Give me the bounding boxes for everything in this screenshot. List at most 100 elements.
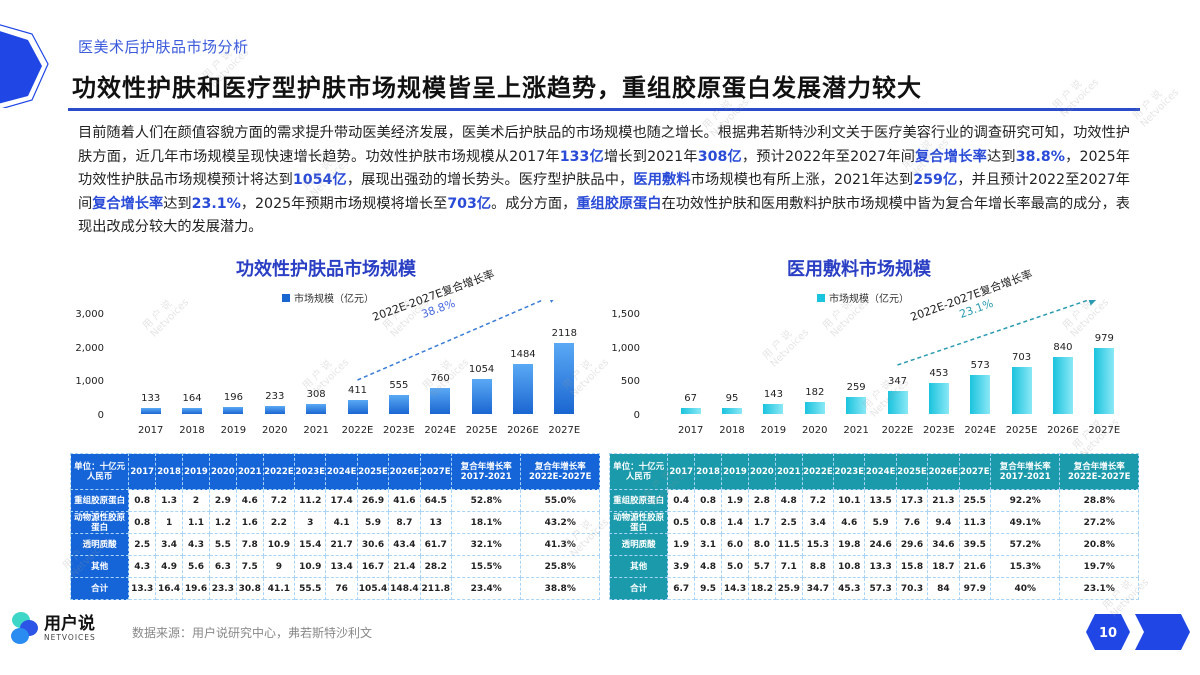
highlight-text: 1054亿 [292, 172, 347, 189]
table-row: 透明质酸 1.9 3.1 6.0 8.0 11.5 15.3 19.8 24.6 29.6 34.6… [608, 533, 1139, 556]
unit-header: 单位：十亿元人民币 [608, 453, 669, 490]
bar-rect [928, 383, 949, 414]
table-cell: 5.9 [864, 511, 897, 534]
table-cell: 16.7 [356, 555, 390, 578]
table-cell: 6.3 [208, 555, 237, 578]
x-axis-tick-label: 2021 [843, 425, 869, 436]
table-cell: 2.2 [262, 511, 296, 534]
bar-value-label: 67 [684, 393, 698, 404]
table-cell: 2 [182, 489, 210, 512]
bar-value-label: 453 [929, 368, 949, 380]
table-cell: 41.3% [520, 533, 600, 556]
table-cell: 0.8 [694, 489, 723, 512]
table-cell: 1.2 [208, 511, 237, 534]
bar-2027E: 2118 [542, 328, 586, 414]
chart1-plot: 0 1,000 2,000 3,000 133 2017 164 2018 196 2019 233… [60, 268, 590, 450]
table-cell: 55.0% [520, 489, 600, 512]
y-axis-tick-label: 1,500 [611, 309, 640, 320]
highlight-text: 259亿 [913, 172, 958, 189]
table-cell: 4.8 [774, 489, 803, 512]
table-cell: 23.4% [450, 577, 522, 600]
column-header: 2027E [958, 453, 991, 490]
row-header: 动物源性胶原蛋白 [69, 511, 130, 534]
table-cell: 0.8 [128, 511, 157, 534]
column-header: 2021 [774, 453, 803, 490]
x-axis-tick-label: 2027E [1088, 425, 1121, 436]
highlight-text: 38.8% [1015, 148, 1065, 165]
column-header: 2017 [128, 453, 157, 490]
logo-text-cn: 用户说 [44, 613, 95, 634]
table-cell: 1 [155, 511, 184, 534]
bar-rect [388, 395, 409, 414]
table-cell: 7.1 [774, 555, 803, 578]
table-cell: 7.8 [235, 533, 264, 556]
table-cell: 9.5 [694, 577, 723, 600]
table-cell: 1.4 [721, 511, 749, 534]
chart2-legend: 市场规模（亿元） [817, 290, 909, 305]
row-header: 重组胶原蛋白 [69, 489, 130, 512]
bar-2024E: 760 [418, 373, 462, 414]
row-header: 动物源性胶原蛋白 [608, 511, 669, 534]
highlight-text: 308亿 [697, 148, 742, 165]
chart2-plot: 0 500 1,000 1,500 67 2017 95 2018 143 2019 182 2020… [600, 268, 1130, 450]
table-cell: 17.3 [895, 489, 929, 512]
table-cell: 29.6 [895, 533, 929, 556]
table-cell: 1.1 [182, 511, 210, 534]
table-cell: 76 [325, 577, 358, 600]
table-cell: 10.9 [294, 555, 327, 578]
x-axis-tick-label: 2019 [760, 425, 787, 436]
highlight-text: 重组胶原蛋白 [576, 195, 662, 212]
table-cell: 2.8 [747, 489, 776, 512]
table-cell: 3.1 [694, 533, 723, 556]
column-header: 2022E [801, 453, 835, 490]
x-axis-tick-label: 2025E [465, 425, 498, 436]
bar-rect [430, 388, 451, 414]
chart2-legend-label: 市场规模（亿元） [829, 294, 909, 305]
bar-rect [264, 406, 285, 414]
table-cell: 70.3 [895, 577, 929, 600]
table-cell: 1.6 [235, 511, 264, 534]
chart1-title: 功效性护肤品市场规模 [236, 259, 416, 280]
column-header: 2022E [262, 453, 296, 490]
table-cell: 1.9 [667, 533, 696, 556]
bar-2025E: 1054 [460, 364, 504, 414]
x-axis-tick-label: 2020 [802, 425, 828, 436]
intro-text: ，2025年功效性护肤品市场规模预计将达到 [78, 148, 1130, 189]
column-header: 2018 [155, 453, 184, 490]
x-axis-tick-label: 2026E [507, 425, 539, 436]
table-cell: 3.4 [801, 511, 835, 534]
bar-rect [223, 407, 244, 414]
table-cell: 4.3 [128, 555, 157, 578]
watermark: 用 户 说 Netvoices [1050, 77, 1102, 120]
chart2-legend-swatch [817, 293, 825, 302]
table-row: 动物源性胶原蛋白 0.5 0.8 1.4 1.7 2.5 3.4 4.6 5.9 7.6 9.4 11… [608, 511, 1139, 534]
highlight-text: 703亿 [447, 195, 492, 212]
table-cell: 11.2 [294, 489, 327, 512]
bar-2019: 143 [751, 389, 795, 414]
table-cell: 5.9 [356, 511, 390, 534]
table-cell: 148.4 [388, 577, 421, 600]
table-cell: 25.9 [774, 577, 803, 600]
table-cell: 4.1 [325, 511, 358, 534]
table-cell: 2.5 [774, 511, 803, 534]
x-axis-tick-label: 2023E [922, 425, 955, 436]
table-cell: 15.4 [294, 533, 327, 556]
bar-2019: 196 [211, 392, 255, 414]
bar-value-label: 760 [430, 373, 450, 385]
x-axis-tick-label: 2019 [220, 425, 247, 436]
bar-2018: 164 [170, 393, 214, 414]
y-axis-tick-label: 0 [97, 410, 104, 421]
page-number: 10 [1099, 626, 1117, 641]
table-cell: 57.3 [864, 577, 897, 600]
table-cell: 5.5 [208, 533, 237, 556]
table-cell: 41.1 [262, 577, 296, 600]
bar-2017: 67 [669, 393, 713, 414]
x-axis-tick-label: 2026E [1047, 425, 1079, 436]
row-header: 合计 [69, 577, 130, 600]
column-header: 复合年增长率2017-2021 [989, 453, 1061, 490]
bar-rect [1094, 348, 1115, 414]
table-cell: 92.2% [989, 489, 1061, 512]
table-cell: 13.4 [325, 555, 358, 578]
table-cell: 13.3 [128, 577, 157, 600]
column-header: 2025E [895, 453, 929, 490]
